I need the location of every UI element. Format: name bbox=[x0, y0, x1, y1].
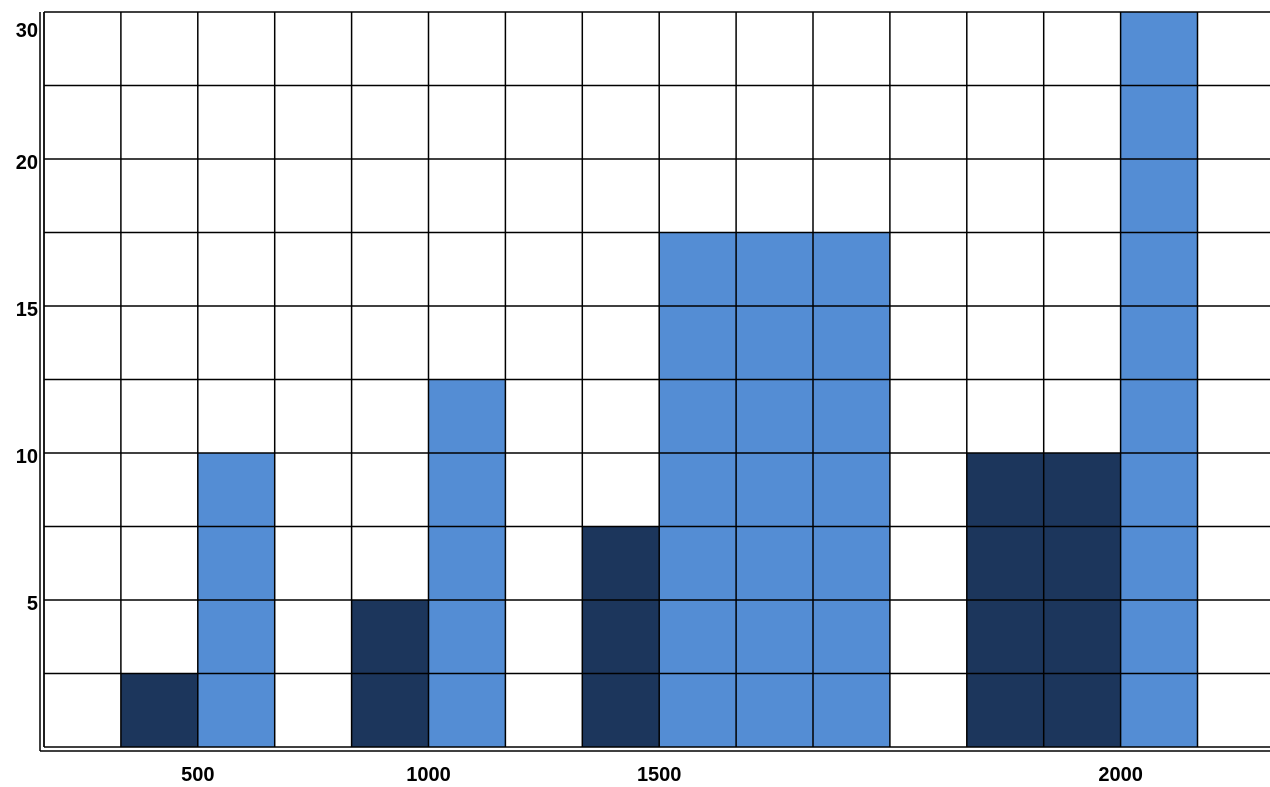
axes-layer bbox=[39, 12, 1270, 752]
grid-layer bbox=[43, 11, 1270, 748]
y-tick-label: 15 bbox=[16, 299, 38, 321]
y-tick-label: 30 bbox=[16, 20, 38, 42]
bar-light-col-9 bbox=[736, 232, 813, 747]
y-tick-label: 10 bbox=[16, 446, 38, 468]
y-tick-label: 5 bbox=[27, 593, 38, 615]
bar-light-col-5 bbox=[428, 379, 506, 747]
x-tick-label: 2000 bbox=[1098, 764, 1143, 782]
x-tick-label: 500 bbox=[181, 764, 214, 782]
bar-light-col-8 bbox=[659, 232, 737, 747]
x-tick-label: 1000 bbox=[406, 764, 451, 782]
tick-labels-layer: 500 1000 1500 2000 5 10 15 20 30 bbox=[16, 20, 1143, 786]
bar-dark-col-7 bbox=[582, 526, 660, 747]
bar-light-col-10 bbox=[813, 232, 890, 747]
x-tick-label: 1500 bbox=[637, 764, 682, 782]
y-tick-label: 20 bbox=[16, 152, 38, 174]
bar-dark-col-1 bbox=[120, 673, 198, 747]
